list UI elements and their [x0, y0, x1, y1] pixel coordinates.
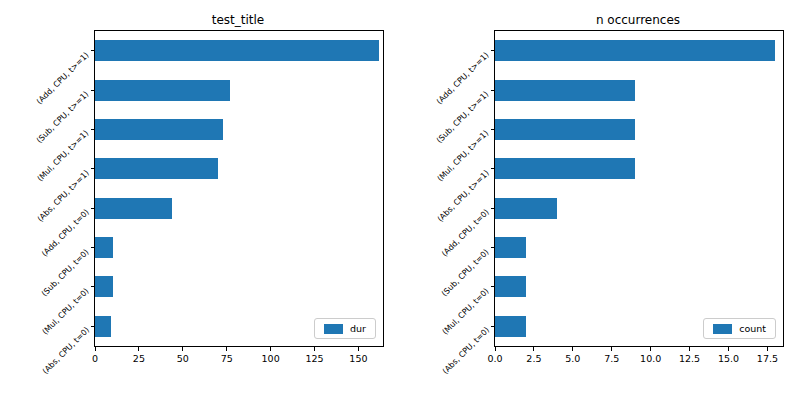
x-axis-tick	[270, 347, 271, 351]
bar	[95, 276, 113, 297]
y-axis-tick	[91, 286, 95, 287]
y-axis-tick	[91, 168, 95, 169]
legend: count	[703, 318, 776, 339]
bar	[495, 158, 635, 179]
plot-area: count (Add, CPU, t>=1)(Sub, CPU, t>=1)(M…	[494, 30, 784, 347]
x-axis-tick	[767, 347, 768, 351]
bar	[495, 198, 557, 219]
x-axis-tick	[689, 347, 690, 351]
x-tick-label: 75	[221, 353, 233, 364]
x-tick-label: 0.0	[487, 353, 502, 364]
x-axis-tick	[182, 347, 183, 351]
y-axis-tick	[491, 90, 495, 91]
x-tick-label: 17.5	[757, 353, 778, 364]
chart-title: test_title	[94, 13, 382, 27]
bar	[95, 198, 172, 219]
y-axis-tick	[91, 326, 95, 327]
y-axis-tick	[491, 208, 495, 209]
y-axis-tick	[91, 129, 95, 130]
bar	[495, 80, 635, 101]
x-tick-label: 125	[305, 353, 323, 364]
x-tick-label: 10.0	[640, 353, 661, 364]
x-axis-tick	[572, 347, 573, 351]
x-tick-label: 2.5	[526, 353, 541, 364]
bar	[95, 80, 230, 101]
y-axis-tick	[491, 129, 495, 130]
y-axis-tick	[91, 50, 95, 51]
y-axis-tick	[91, 247, 95, 248]
x-tick-label: 100	[262, 353, 280, 364]
bar	[95, 237, 113, 258]
y-axis-tick	[491, 50, 495, 51]
x-axis-tick	[358, 347, 359, 351]
bar	[95, 119, 223, 140]
x-axis-tick	[95, 347, 96, 351]
legend-swatch-icon	[713, 324, 732, 334]
x-axis-tick	[533, 347, 534, 351]
bar	[95, 40, 379, 61]
bar	[495, 237, 526, 258]
x-tick-label: 5.0	[565, 353, 580, 364]
bar	[95, 158, 218, 179]
bar	[95, 316, 111, 337]
legend: dur	[314, 318, 376, 339]
y-axis-tick	[91, 90, 95, 91]
bar	[495, 119, 635, 140]
y-axis-tick	[491, 286, 495, 287]
x-axis-tick	[650, 347, 651, 351]
x-axis-tick	[314, 347, 315, 351]
x-axis-tick	[138, 347, 139, 351]
x-axis-tick	[495, 347, 496, 351]
legend-label: count	[739, 323, 766, 334]
x-tick-label: 12.5	[679, 353, 700, 364]
bar	[495, 276, 526, 297]
x-axis-tick	[611, 347, 612, 351]
chart-left-duration: test_title dur (Add, CPU, t>=1)(Sub, CPU…	[0, 0, 400, 400]
chart-title: n occurrences	[494, 13, 782, 27]
y-axis-tick	[491, 326, 495, 327]
figure: test_title dur (Add, CPU, t>=1)(Sub, CPU…	[0, 0, 800, 400]
x-axis-tick	[728, 347, 729, 351]
chart-right-count: n occurrences count (Add, CPU, t>=1)(Sub…	[400, 0, 800, 400]
x-tick-label: 7.5	[604, 353, 619, 364]
x-tick-label: 15.0	[718, 353, 739, 364]
plot-area: dur (Add, CPU, t>=1)(Sub, CPU, t>=1)(Mul…	[94, 30, 384, 347]
x-tick-label: 25	[133, 353, 145, 364]
x-axis-tick	[226, 347, 227, 351]
x-tick-label: 50	[177, 353, 189, 364]
legend-label: dur	[350, 323, 366, 334]
y-axis-tick	[491, 168, 495, 169]
x-tick-label: 150	[349, 353, 367, 364]
legend-swatch-icon	[324, 324, 343, 334]
x-tick-label: 0	[92, 353, 98, 364]
bar	[495, 40, 775, 61]
y-axis-tick	[91, 208, 95, 209]
y-axis-tick	[491, 247, 495, 248]
bar	[495, 316, 526, 337]
